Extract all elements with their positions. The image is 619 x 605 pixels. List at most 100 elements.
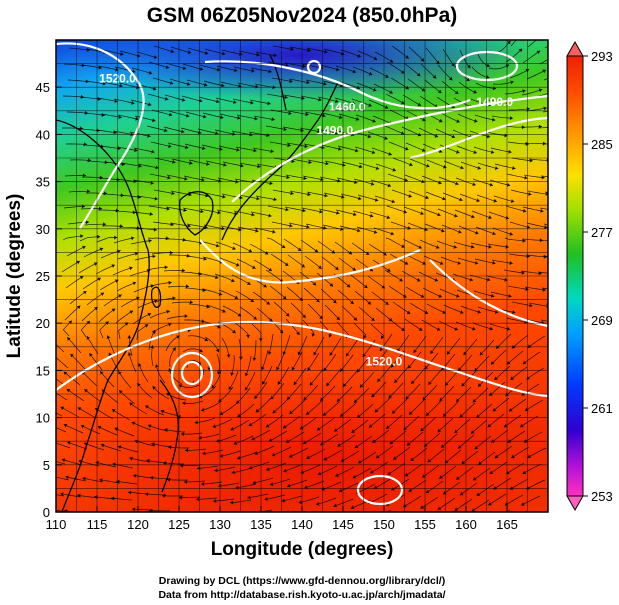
wind-streak xyxy=(151,345,154,367)
wind-arrowhead xyxy=(438,118,443,123)
wind-streak xyxy=(220,225,242,231)
wind-arrowhead xyxy=(337,443,341,447)
wind-arrowhead xyxy=(205,193,209,198)
wind-arrowhead xyxy=(101,443,105,448)
wind-arrowhead xyxy=(114,99,118,103)
wind-streak xyxy=(297,335,308,356)
credit-line-2: Data from http://database.rish.kyoto-u.a… xyxy=(158,589,445,601)
wind-arrowhead xyxy=(319,209,323,214)
wind-streak xyxy=(391,45,410,59)
wind-streak xyxy=(221,193,243,199)
wind-arrowhead xyxy=(528,192,532,196)
wind-streak xyxy=(203,224,225,230)
wind-streak xyxy=(306,191,328,197)
wind-streak xyxy=(367,131,388,140)
wind-streak xyxy=(237,226,259,232)
wind-streak xyxy=(509,108,530,111)
wind-streak xyxy=(521,89,543,96)
wind-streak xyxy=(475,516,493,527)
contour-typhoon-inner xyxy=(180,360,204,386)
wind-arrowhead xyxy=(148,102,152,107)
wind-arrowhead xyxy=(473,476,477,481)
wind-streak xyxy=(459,402,476,418)
wind-streak xyxy=(316,417,335,431)
wind-streak xyxy=(235,146,257,152)
wind-streak xyxy=(457,113,478,123)
wind-streak xyxy=(286,142,308,148)
wind-streak xyxy=(201,288,223,296)
wind-arrowhead xyxy=(147,312,152,317)
wind-arrowhead xyxy=(186,82,191,86)
wind-streak xyxy=(268,317,284,334)
wind-streak xyxy=(540,319,548,322)
wind-streak xyxy=(304,480,325,489)
wind-streak xyxy=(323,353,337,372)
wind-arrowhead xyxy=(354,180,358,185)
wind-arrowhead xyxy=(312,281,317,286)
wind-streak xyxy=(234,322,249,339)
wind-arrowhead xyxy=(77,407,82,411)
wind-arrowhead xyxy=(329,283,334,287)
wind-arrowhead xyxy=(385,74,389,78)
wind-streak xyxy=(283,238,302,252)
wind-streak xyxy=(408,190,429,199)
wind-arrowhead xyxy=(508,149,512,154)
wind-streak xyxy=(307,303,323,320)
wind-streak xyxy=(66,388,85,402)
wind-streak xyxy=(248,461,270,469)
wind-streak xyxy=(420,63,437,79)
wind-arrowhead xyxy=(172,347,176,352)
wind-arrowhead xyxy=(508,294,512,298)
wind-arrowhead xyxy=(377,378,381,382)
wind-streak xyxy=(180,271,202,275)
wind-streak xyxy=(358,451,377,464)
wind-arrowhead xyxy=(254,116,258,121)
wind-arrowhead xyxy=(474,445,479,450)
wind-arrowhead xyxy=(541,34,545,37)
wind-arrowhead xyxy=(563,305,566,309)
coastline-philippines xyxy=(159,379,179,493)
wind-streak xyxy=(185,111,207,118)
wind-arrowhead xyxy=(203,114,207,119)
wind-arrowhead xyxy=(268,69,272,74)
wind-streak xyxy=(301,207,323,213)
wind-arrowhead xyxy=(367,301,372,305)
wind-streak xyxy=(97,65,119,71)
wind-arrowhead xyxy=(373,485,378,489)
wind-streak xyxy=(453,241,475,248)
wind-arrowhead xyxy=(311,333,316,337)
wind-arrowhead xyxy=(323,412,327,416)
wind-streak xyxy=(352,467,372,479)
wind-arrowhead xyxy=(352,475,357,479)
x-tick-label: 130 xyxy=(209,517,231,532)
y-axis-ticks: 0 5 10 15 20 25 30 35 40 45 xyxy=(36,80,62,520)
wind-streak xyxy=(61,458,83,466)
wind-arrowhead xyxy=(270,149,274,154)
wind-streak xyxy=(282,415,301,429)
chart-title: GSM 06Z05Nov2024 (850.0hPa) xyxy=(147,4,458,27)
wind-arrowhead xyxy=(407,364,412,369)
wind-arrowhead xyxy=(352,267,356,271)
wind-arrowhead xyxy=(441,228,445,233)
wind-streak xyxy=(503,269,525,274)
wind-arrowhead xyxy=(459,413,464,418)
wind-arrowhead xyxy=(97,234,101,239)
wind-streak xyxy=(461,450,479,465)
wind-arrowhead xyxy=(76,260,80,265)
wind-arrowhead xyxy=(252,357,257,361)
wind-arrowhead xyxy=(451,104,455,109)
wind-arrowhead xyxy=(367,134,372,139)
coastline-japan xyxy=(221,81,339,241)
wind-streak xyxy=(471,499,490,512)
wind-arrowhead xyxy=(474,260,479,265)
wind-streak xyxy=(341,161,363,168)
wind-streak xyxy=(458,225,479,235)
wind-streak xyxy=(504,494,524,506)
wind-streak xyxy=(387,317,405,332)
wind-streak xyxy=(477,306,499,314)
wind-streak xyxy=(77,407,97,419)
wind-streak xyxy=(82,176,104,179)
wind-streak xyxy=(342,370,358,387)
wind-arrowhead xyxy=(219,411,224,416)
wind-arrowhead xyxy=(286,175,290,180)
